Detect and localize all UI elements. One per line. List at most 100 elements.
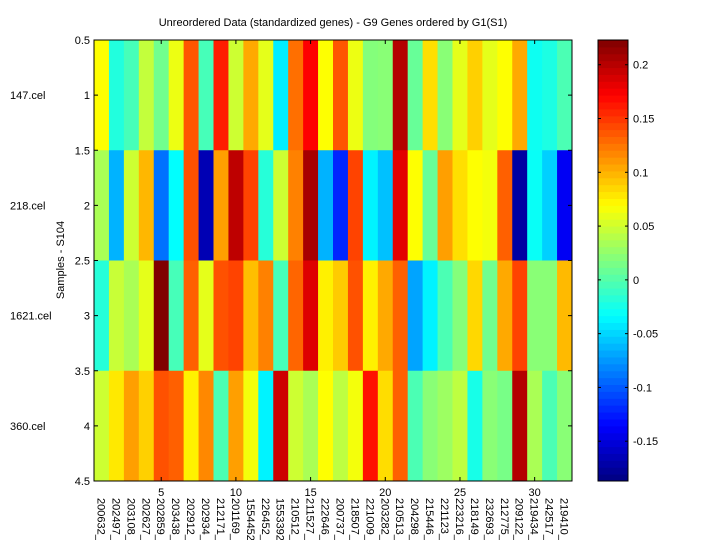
heatmap-cell	[362, 260, 379, 372]
heatmap-cell	[123, 260, 140, 372]
heatmap-cell	[123, 150, 140, 261]
heatmap-cell	[437, 150, 453, 261]
heatmap-cell	[407, 150, 424, 261]
heatmap-cell	[362, 150, 379, 261]
heatmap-cell	[482, 40, 498, 151]
heatmap-cell	[213, 150, 229, 261]
colorbar-segment	[598, 336, 628, 344]
colorbar-segment	[598, 177, 628, 186]
heatmap-cell	[527, 40, 543, 151]
heatmap-cell	[198, 370, 214, 482]
colorbar-segment	[598, 356, 628, 365]
heatmap-cell	[138, 370, 155, 482]
column-label: 203438_	[169, 498, 181, 540]
heatmap-cell	[288, 370, 304, 482]
heatmap-cell	[347, 150, 364, 261]
heatmap-cell	[362, 370, 379, 482]
heatmap-cell	[333, 370, 349, 482]
heatmap-cell	[557, 40, 573, 151]
column-label: 1553392	[274, 498, 286, 540]
heatmap-cell	[333, 260, 349, 372]
heatmap-cell	[362, 40, 379, 151]
heatmap-cell	[467, 260, 483, 372]
heatmap-cell	[288, 150, 304, 261]
heatmap-cell	[228, 150, 244, 261]
heatmap-cell	[452, 370, 468, 482]
heatmap-cell	[153, 40, 170, 151]
heatmap-cell	[168, 40, 185, 151]
colorbar-segment	[598, 115, 628, 124]
colorbar-segment	[598, 412, 628, 420]
heatmap-cell	[198, 260, 214, 372]
heatmap-cell	[407, 370, 424, 482]
heatmap-cell	[138, 150, 155, 261]
colorbar-segment	[598, 226, 628, 234]
heatmap-cell	[482, 260, 498, 372]
colorbar-segment	[598, 246, 628, 255]
column-label: 221009_	[363, 498, 375, 540]
heatmap-cell	[94, 40, 110, 151]
heatmap-cell	[318, 370, 334, 482]
heatmap-cell	[243, 40, 259, 151]
colorbar-tick-label: 0.2	[633, 60, 648, 72]
heatmap-cell	[377, 40, 394, 151]
heatmap-cell	[303, 260, 319, 372]
heatmap-cell	[318, 40, 334, 151]
heatmap-cell	[422, 150, 439, 261]
colorbar-segment	[598, 425, 628, 434]
heatmap-cell	[542, 260, 558, 372]
row-label: 218.cel	[10, 200, 45, 212]
colorbar-segment	[598, 343, 628, 351]
heatmap-cell	[422, 260, 439, 372]
colorbar-segment	[598, 315, 628, 324]
heatmap-cell	[557, 370, 573, 482]
heatmap-cell	[123, 40, 140, 151]
heatmap-cell	[303, 40, 319, 151]
colorbar-segment	[598, 67, 628, 75]
colorbar-segment	[598, 40, 628, 48]
heatmap-cell	[542, 40, 558, 151]
heatmap-cell	[318, 150, 334, 261]
colorbar-segment	[598, 143, 628, 151]
colorbar-segment	[598, 322, 628, 330]
heatmap-cell	[183, 260, 200, 372]
column-label: 202934_	[199, 498, 211, 540]
heatmap-cell	[467, 150, 483, 261]
heatmap-cell	[392, 150, 409, 261]
heatmap-cell	[437, 370, 453, 482]
heatmap-cell	[527, 150, 543, 261]
heatmap-cell	[198, 150, 214, 261]
colorbar-segment	[598, 150, 628, 158]
colorbar-tick-label: -0.15	[633, 436, 658, 448]
y-tick-label: 2.5	[75, 256, 90, 268]
column-label: 203282_	[378, 498, 390, 540]
heatmap-cell	[213, 370, 229, 482]
heatmap-cell	[422, 40, 439, 151]
heatmap-cell	[213, 40, 229, 151]
heatmap-cell	[94, 260, 110, 372]
heatmap-cell	[138, 40, 155, 151]
colorbar-segment	[598, 446, 628, 454]
column-label: 211527_	[304, 498, 316, 540]
column-label: 215446_	[423, 498, 435, 540]
column-label: 218507_	[348, 498, 360, 540]
y-tick-label: 1.5	[75, 145, 90, 157]
colorbar-segment	[598, 212, 628, 220]
heatmap-cell	[437, 40, 453, 151]
heatmap-cell	[183, 150, 200, 261]
heatmap-cell	[377, 370, 394, 482]
heatmap-cell	[94, 370, 110, 482]
heatmap-cell	[243, 260, 259, 372]
column-label: 223216_	[453, 498, 465, 540]
heatmap-cell	[482, 150, 498, 261]
heatmap-cell	[392, 40, 409, 151]
heatmap-cell	[273, 370, 289, 482]
y-tick-label: 3	[84, 311, 90, 323]
column-label: 242517_	[543, 498, 555, 540]
heatmap-cell	[273, 40, 289, 151]
heatmap-cell	[437, 260, 453, 372]
column-label: 232693_	[483, 498, 495, 540]
heatmap-cell	[243, 370, 259, 482]
colorbar-tick-label: -0.05	[633, 329, 658, 341]
heatmap-cell	[392, 260, 409, 372]
